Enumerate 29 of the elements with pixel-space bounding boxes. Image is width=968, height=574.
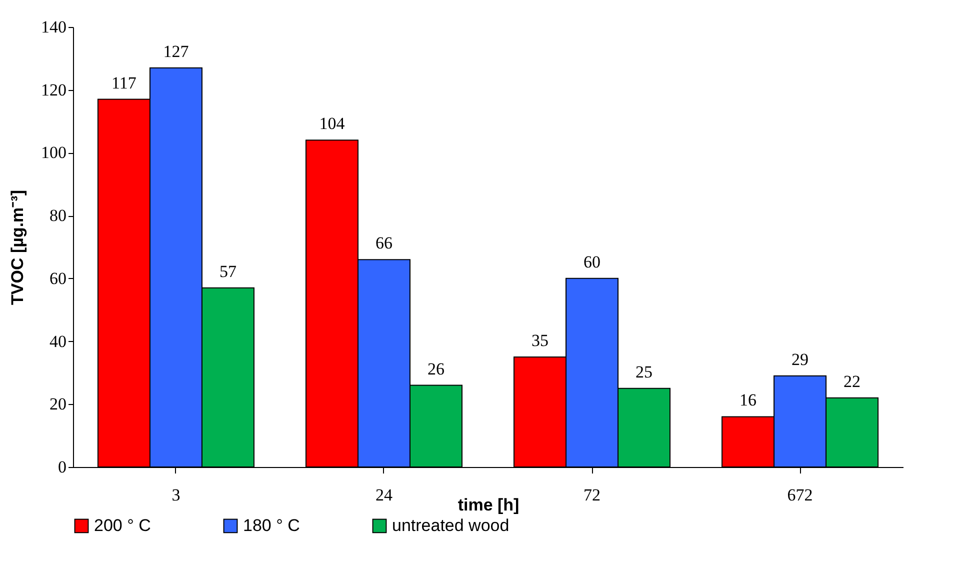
data-label: 104	[319, 114, 346, 134]
legend-label: untreated wood	[392, 516, 510, 535]
data-label: 29	[792, 350, 809, 369]
data-label: 60	[584, 252, 601, 272]
data-label: 16	[740, 390, 757, 410]
data-label: 117	[112, 73, 137, 92]
y-tick-label: 60	[50, 268, 66, 288]
data-label: 66	[375, 234, 392, 253]
data-label: 26	[427, 359, 444, 378]
x-tick-label: 72	[584, 486, 601, 504]
data-label: 57	[219, 262, 237, 281]
y-tick-label: 20	[50, 394, 66, 414]
y-axis-title: TVOC [µg.m⁻³]	[8, 190, 27, 305]
data-label: 25	[636, 362, 653, 382]
legend-label: 200 ° C	[94, 516, 151, 535]
data-label: 35	[532, 331, 549, 350]
y-tick-label: 0	[58, 458, 66, 476]
y-tick-label: 140	[41, 18, 66, 36]
data-label: 22	[844, 372, 861, 391]
data-label: 127	[163, 42, 190, 61]
y-tick-label: 100	[41, 143, 66, 162]
x-tick-label: 24	[375, 486, 393, 504]
y-tick-label: 120	[41, 80, 66, 100]
y-tick-label: 80	[50, 206, 66, 226]
legend-label: 180 ° C	[243, 516, 300, 535]
y-tick-label: 40	[50, 332, 66, 351]
x-tick-label: 3	[172, 486, 180, 504]
x-axis-title: time [h]	[458, 496, 520, 514]
x-tick-label: 672	[787, 486, 813, 504]
